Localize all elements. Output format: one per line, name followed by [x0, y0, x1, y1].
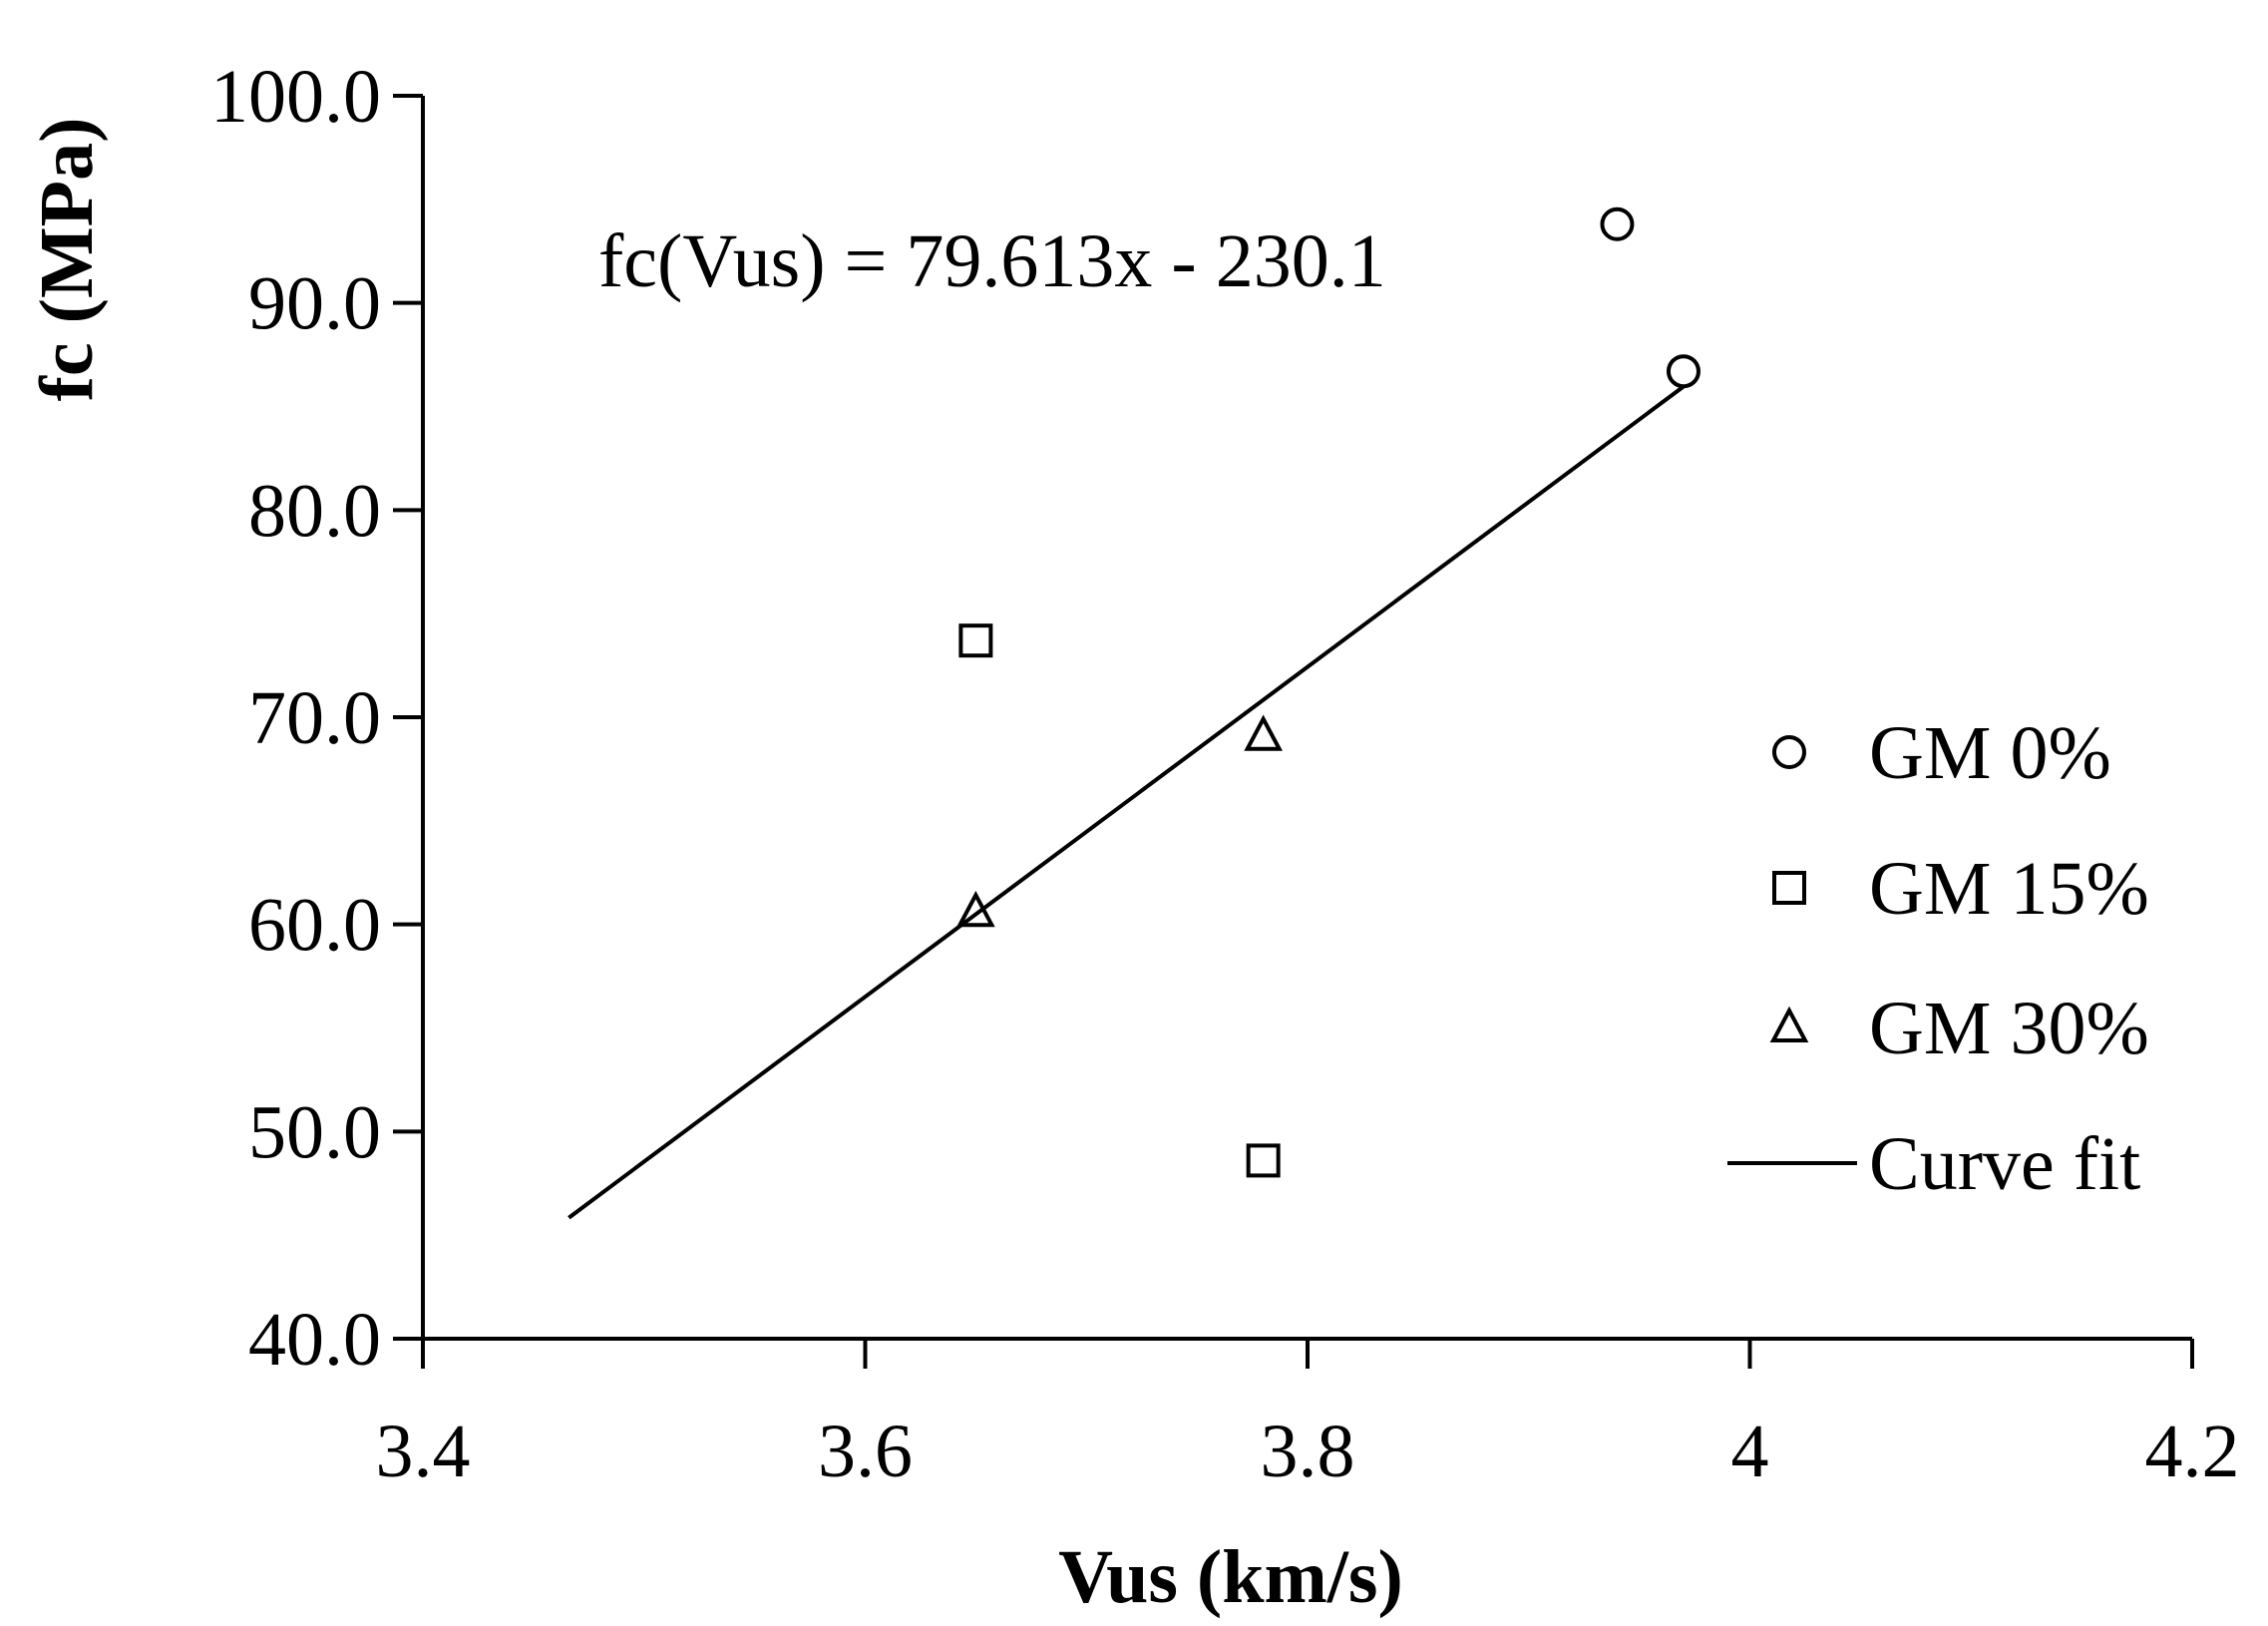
x-axis-title: Vus (km/s)	[1058, 1535, 1403, 1619]
legend-marker-square	[1772, 871, 1806, 905]
y-tick-label: 90.0	[248, 262, 381, 346]
y-tick-label: 50.0	[248, 1090, 381, 1174]
data-point-circle	[1600, 206, 1635, 241]
data-point-triangle	[1244, 714, 1283, 751]
data-point-square	[1246, 1143, 1281, 1178]
y-axis-title: fc (MPa)	[25, 118, 109, 402]
axes: 40.0 50.0 60.0 70.0 80.0 90.0 100.0 3.4 3.6 3.8 4 4…	[210, 55, 2240, 1493]
x-tick-label: 3.4	[376, 1410, 471, 1493]
y-tick-label: 100.0	[210, 55, 381, 139]
x-tick-label: 3.8	[1261, 1410, 1355, 1493]
x-tick-label: 4.2	[2145, 1410, 2240, 1493]
x-tick-label: 4	[1731, 1410, 1769, 1493]
y-tick-label: 60.0	[248, 884, 381, 968]
y-tick-label: 40.0	[248, 1298, 381, 1382]
points-layer	[956, 206, 1701, 1178]
fit-layer	[567, 384, 1686, 1220]
data-point-triangle	[956, 890, 995, 928]
fit-line	[567, 384, 1686, 1220]
legend-marker-circle	[1772, 735, 1806, 769]
legend: GM 0% GM 15% GM 30% Curve fit	[1727, 711, 2149, 1206]
y-tick-label: 80.0	[248, 469, 381, 553]
data-point-square	[958, 623, 993, 658]
y-tick-label: 70.0	[248, 676, 381, 760]
fit-equation: fc(Vus) = 79.613x - 230.1	[598, 219, 1386, 303]
legend-label: GM 15%	[1869, 847, 2149, 931]
legend-label: GM 0%	[1869, 711, 2111, 795]
data-point-circle	[1666, 354, 1701, 389]
legend-label: GM 30%	[1869, 987, 2149, 1070]
legend-label: Curve fit	[1869, 1122, 2140, 1206]
legend-marker-triangle	[1769, 1006, 1809, 1042]
x-tick-label: 3.6	[818, 1410, 913, 1493]
